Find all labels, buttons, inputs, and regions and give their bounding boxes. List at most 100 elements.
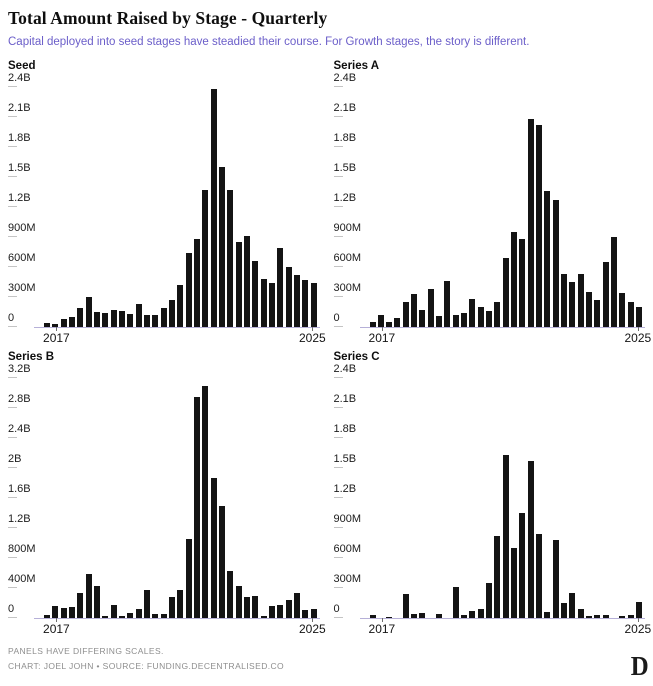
bar: [185, 539, 192, 618]
bar: [177, 590, 184, 618]
bar: [477, 609, 484, 618]
bar: [394, 318, 401, 327]
bar: [636, 306, 642, 327]
x-axis-line: [34, 327, 320, 328]
bar: [135, 304, 142, 327]
y-axis-label: 2.4B: [8, 424, 31, 438]
x-tick: [381, 618, 383, 622]
x-tick: [56, 618, 58, 622]
bar: [277, 248, 284, 327]
bar: [285, 267, 292, 327]
chart-footer: PANELS HAVE DIFFERING SCALES. CHART: JOE…: [8, 644, 645, 674]
decentralised-logo: D: [630, 651, 649, 681]
bar: [552, 200, 559, 327]
bar: [185, 253, 192, 327]
bar: [218, 505, 225, 618]
bar: [160, 308, 167, 327]
plot-area-series-b: 0 400M 800M 1.2B 1.6B 2B 2.4B 2.8B 3.2B: [8, 364, 320, 619]
bar: [60, 319, 67, 327]
bar: [586, 615, 593, 618]
bar: [143, 315, 150, 327]
bar: [227, 190, 234, 327]
y-axis-label: 2.1B: [333, 394, 356, 408]
bar: [494, 302, 501, 327]
credit-line: CHART: JOEL JOHN • SOURCE: FUNDING.DECEN…: [8, 661, 285, 671]
bar: [168, 597, 175, 618]
y-axis-label: 3.2B: [8, 364, 31, 378]
bar: [586, 292, 593, 327]
page-title: Total Amount Raised by Stage - Quarterly: [8, 8, 328, 28]
x-axis-seed: 2017 2025: [43, 327, 326, 345]
bar: [536, 125, 543, 327]
bar: [210, 89, 217, 327]
y-axis-label: 2.1B: [8, 103, 31, 117]
y-axis-label: 1.8B: [333, 424, 356, 438]
bar: [494, 536, 501, 618]
bar: [85, 573, 92, 618]
y-axis-label: 2.1B: [333, 103, 356, 117]
x-tick: [312, 327, 314, 331]
bar: [243, 597, 250, 618]
bar: [369, 615, 376, 618]
bar: [127, 314, 134, 327]
bar: [77, 593, 84, 618]
y-axis-label: 1.6B: [8, 484, 31, 498]
bar: [402, 594, 409, 618]
x-tick: [381, 327, 383, 331]
panel-series-a: Series A 0 300M 600M 900M 1.2B 1.5B 1.8B 2.1B 2.4…: [333, 60, 651, 345]
bar: [235, 242, 242, 327]
y-axis-label: 600M: [333, 253, 361, 267]
bar: [577, 274, 584, 327]
bar: [68, 607, 75, 618]
y-axis-label: 0: [8, 604, 18, 618]
bar: [419, 613, 426, 618]
y-axis-label: 2.8B: [8, 394, 31, 408]
y-axis-label: 2.4B: [333, 73, 356, 87]
x-tick: [637, 618, 639, 622]
bar: [52, 324, 59, 327]
x-axis-label: 2025: [624, 331, 652, 345]
bar: [268, 283, 275, 327]
bar: [202, 190, 209, 327]
bar: [268, 606, 275, 618]
y-axis-label: 900M: [333, 514, 361, 528]
bar: [611, 237, 618, 327]
bar: [210, 477, 217, 618]
bar: [469, 611, 476, 618]
x-tick: [637, 327, 639, 331]
chart-subtitle: Capital deployed into seed stages have s…: [8, 36, 530, 48]
bars-seed: [44, 75, 317, 327]
bar: [102, 313, 109, 327]
panel-series-c: Series C 0 300M 600M 900M 1.2B 1.5B 1.8B 2.1B 2.4…: [333, 351, 651, 636]
bar: [486, 583, 493, 618]
bar: [277, 604, 284, 618]
bar: [310, 609, 317, 618]
bar: [419, 310, 426, 327]
y-axis-label: 600M: [333, 544, 361, 558]
y-axis-label: 300M: [333, 574, 361, 588]
y-axis-label: 2B: [8, 454, 21, 468]
bar: [569, 592, 576, 618]
x-tick: [312, 618, 314, 622]
y-axis-label: 1.2B: [333, 484, 356, 498]
bar: [619, 615, 626, 618]
y-axis-label: 400M: [8, 574, 36, 588]
x-axis-label: 2025: [299, 622, 326, 636]
bar: [77, 307, 84, 327]
bar: [252, 260, 259, 327]
bar: [143, 589, 150, 618]
bar: [577, 608, 584, 618]
y-axis-label: 0: [333, 313, 343, 327]
x-axis-series-a: 2017 2025: [369, 327, 651, 345]
bar: [193, 396, 200, 618]
bar: [461, 614, 468, 618]
bar: [544, 612, 551, 618]
x-axis-label: 2017: [43, 622, 70, 636]
bar: [152, 614, 159, 618]
bar: [461, 313, 468, 327]
bar: [627, 615, 634, 618]
bar: [118, 310, 125, 327]
bar: [93, 311, 100, 327]
bars-series-c: [369, 366, 642, 618]
